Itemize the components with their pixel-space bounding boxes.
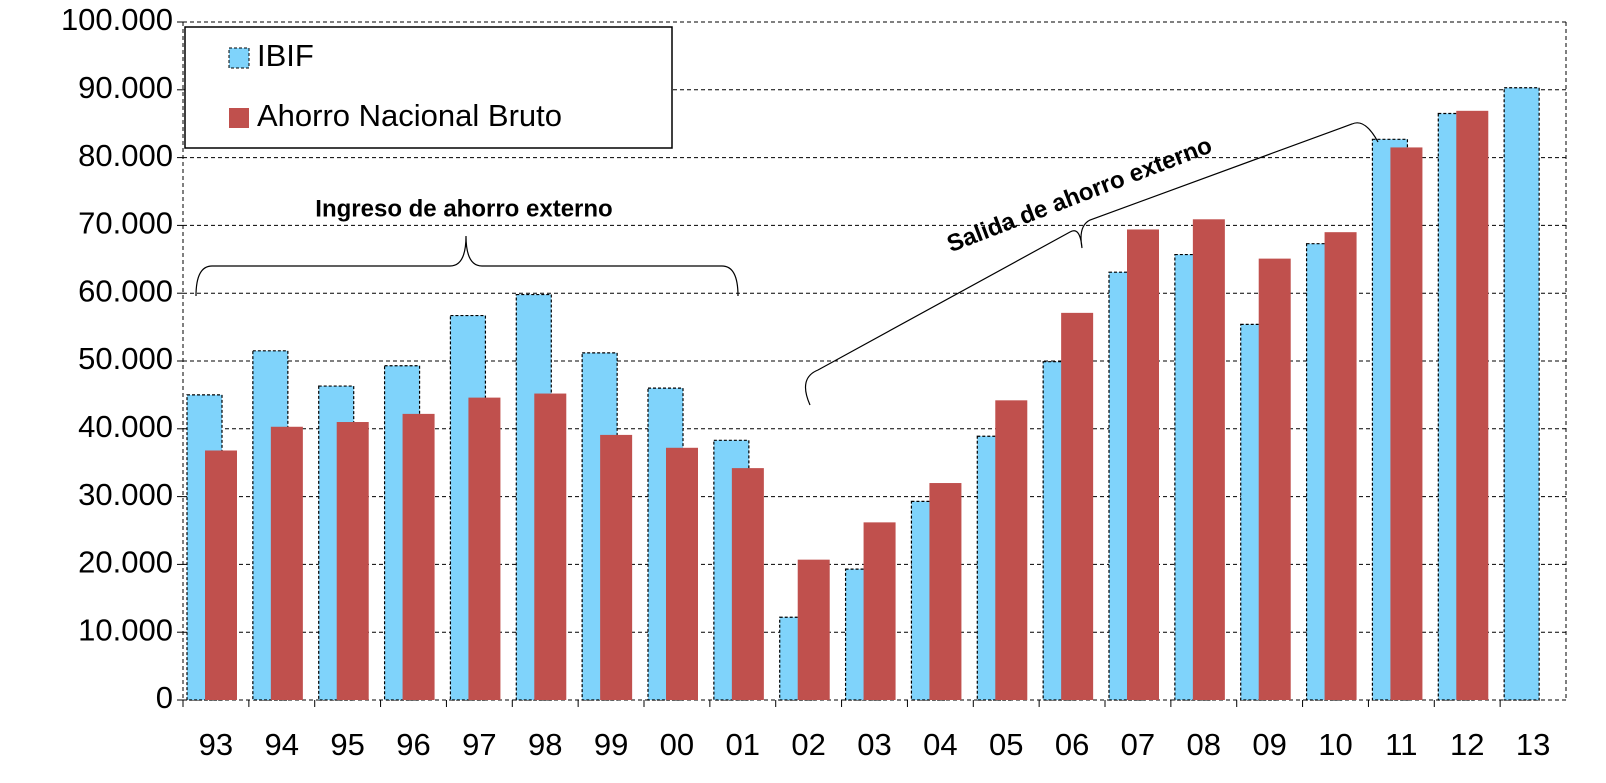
annotation: Ingreso de ahorro externo <box>315 195 612 222</box>
plot: 0 10.000 20.000 30.000 40.000 50.000 60.000 70.… <box>61 2 1567 762</box>
y-tick-label: 50.000 <box>78 341 173 376</box>
bar <box>534 393 567 700</box>
bar <box>797 559 830 700</box>
y-tick-label: 70.000 <box>78 206 173 241</box>
y-tick-label: 80.000 <box>78 138 173 173</box>
legend-label: IBIF <box>257 38 314 73</box>
x-tick-label: 11 <box>1385 727 1417 762</box>
bar <box>666 447 698 700</box>
x-tick-label: 94 <box>265 727 299 762</box>
x-tick-label: 04 <box>923 727 957 762</box>
bar <box>1258 258 1291 700</box>
x-tick-label: 06 <box>1055 727 1089 762</box>
bar <box>1061 312 1094 700</box>
y-tick-label: 20.000 <box>78 545 173 580</box>
annotation: Salida de ahorro externo <box>943 132 1215 258</box>
x-tick-label: 99 <box>594 727 628 762</box>
bar <box>1503 87 1540 701</box>
bar <box>995 400 1028 700</box>
x-tick-label: 97 <box>462 727 496 762</box>
x-tick-label: 05 <box>989 727 1023 762</box>
brace <box>195 235 739 297</box>
x-tick-label: 00 <box>660 727 694 762</box>
y-tick-label: 0 <box>156 680 173 715</box>
x-tick-label: 13 <box>1516 727 1550 762</box>
x-tick-label: 02 <box>791 727 825 762</box>
bar <box>1390 147 1423 700</box>
y-tick-label: 40.000 <box>78 409 173 444</box>
bar <box>600 434 633 700</box>
y-tick-label: 90.000 <box>78 70 173 105</box>
x-tick-label: 98 <box>528 727 562 762</box>
bar <box>1192 219 1225 700</box>
x-tick-label: 03 <box>857 727 891 762</box>
bar <box>731 468 764 700</box>
bar <box>336 422 369 700</box>
x-tick-label: 01 <box>726 727 760 762</box>
x-tick-label: 07 <box>1121 727 1155 762</box>
bar <box>1456 110 1489 701</box>
x-tick-label: 96 <box>396 727 430 762</box>
brace <box>804 122 1379 406</box>
bar <box>402 413 435 700</box>
legend-swatch <box>229 108 249 128</box>
y-tick-label: 60.000 <box>78 273 173 308</box>
x-tick-label: 09 <box>1252 727 1286 762</box>
bar <box>468 397 501 700</box>
legend-swatch <box>228 47 250 69</box>
bar <box>1127 229 1159 700</box>
bar <box>205 450 237 700</box>
bar <box>1324 232 1357 700</box>
legend: IBIF Ahorro Nacional Bruto <box>184 26 673 149</box>
y-tick-label: 30.000 <box>78 477 173 512</box>
x-tick-label: 95 <box>330 727 364 762</box>
bar <box>863 522 896 700</box>
x-tick-label: 93 <box>199 727 233 762</box>
x-tick-label: 08 <box>1187 727 1221 762</box>
legend-box <box>184 26 673 149</box>
y-tick-label: 100.000 <box>61 2 173 37</box>
bar <box>929 483 962 700</box>
legend-label: Ahorro Nacional Bruto <box>257 98 562 133</box>
bar <box>270 426 303 700</box>
y-tick-label: 10.000 <box>78 612 173 647</box>
x-tick-label: 12 <box>1450 727 1484 762</box>
x-tick-label: 10 <box>1318 727 1352 762</box>
